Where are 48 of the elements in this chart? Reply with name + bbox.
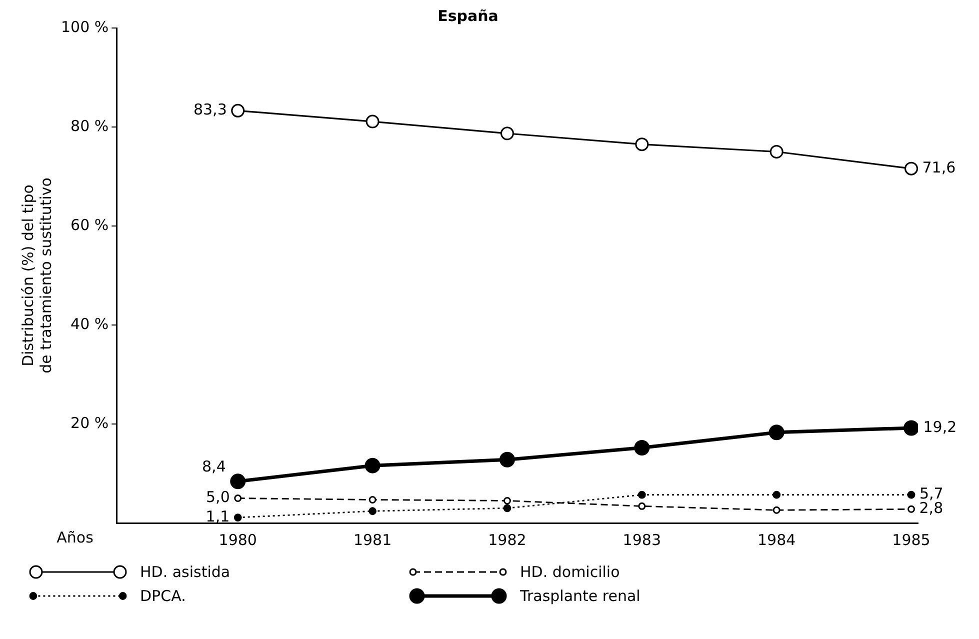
point xyxy=(634,440,650,456)
data-label: 5,0 xyxy=(206,488,230,506)
x-tick-label: 1981 xyxy=(353,530,392,549)
point xyxy=(904,162,918,176)
point xyxy=(635,138,649,152)
point xyxy=(768,424,784,440)
point xyxy=(230,474,246,490)
x-tick-label: 1982 xyxy=(488,530,526,549)
x-axis-title: Años xyxy=(56,528,94,546)
point xyxy=(364,458,380,474)
data-label: 8,4 xyxy=(202,457,226,476)
point xyxy=(638,490,646,499)
data-label: 71,6 xyxy=(922,158,956,176)
point xyxy=(231,104,245,118)
x-tick-label: 1985 xyxy=(892,530,930,549)
chart-title: España xyxy=(438,6,498,25)
point xyxy=(904,420,918,436)
data-label: 83,3 xyxy=(193,100,227,119)
y-tick-label: 20 % xyxy=(70,414,109,432)
point xyxy=(907,490,916,499)
point xyxy=(503,496,511,504)
point xyxy=(366,114,380,128)
point xyxy=(368,496,376,504)
y-tick-label: 60 % xyxy=(70,216,109,234)
legend-label: HD. domicilio xyxy=(520,563,620,581)
x-tick-label: 1983 xyxy=(622,530,661,549)
point xyxy=(368,507,376,516)
point xyxy=(503,504,512,512)
legend-label: Trasplante renal xyxy=(520,587,640,605)
point xyxy=(234,494,242,502)
point xyxy=(638,502,646,510)
point xyxy=(500,126,514,140)
y-tick-label: 100 % xyxy=(60,18,109,36)
data-label: 1,1 xyxy=(206,507,230,526)
y-axis-title: Distribución (%) del tipo de tratamiento sustitutivo xyxy=(18,178,55,374)
legend-label: HD. asistida xyxy=(140,563,230,581)
x-tick-label: 1984 xyxy=(757,530,796,549)
point xyxy=(770,145,784,158)
data-label: 19,2 xyxy=(923,418,957,436)
x-tick-label: 1980 xyxy=(218,530,257,549)
point xyxy=(772,490,781,499)
point xyxy=(499,452,515,468)
y-tick-label: 80 % xyxy=(70,116,109,135)
point xyxy=(234,514,242,522)
point xyxy=(908,505,916,513)
y-tick-label: 40 % xyxy=(70,314,109,333)
legend-label: DPCA. xyxy=(140,587,186,605)
point xyxy=(772,506,780,514)
